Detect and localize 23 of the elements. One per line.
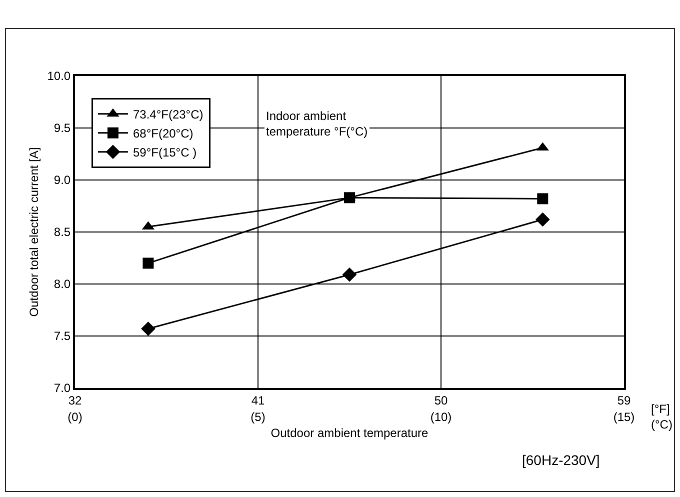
x2-tick-label: (5)	[250, 410, 266, 424]
y-tick-label: 8.0	[54, 277, 71, 292]
x-tick-label: 50	[434, 393, 448, 408]
y-tick-label: 10.0	[47, 69, 71, 84]
x2-tick-label: (15)	[613, 410, 635, 424]
legend-title: Indoor ambient temperature °F(°C)	[266, 109, 368, 139]
x-tick-label: 32	[68, 393, 82, 408]
y-tick-label: 9.5	[54, 121, 71, 136]
x-axis-title: Outdoor ambient temperature	[270, 426, 429, 440]
legend-label: 73.4°F(23°C)	[132, 108, 204, 122]
y-tick-label: 8.5	[54, 225, 71, 240]
text: [60Hz-230V]	[522, 452, 600, 468]
text: [°F] (°C)	[651, 402, 672, 432]
y-tick-label: 9.0	[54, 173, 71, 188]
y-axis-title: Outdoor total electric current [A]	[27, 147, 42, 317]
y-tick-label: 7.5	[54, 329, 71, 344]
legend-label: 59°F(15°C )	[132, 146, 197, 160]
legend-label: 68°F(20°C)	[132, 126, 194, 141]
x-tick-label: 59	[617, 393, 631, 408]
y-tick-label: 7.0	[54, 381, 71, 396]
x-tick-label: 41	[251, 393, 265, 408]
x2-tick-label: (0)	[68, 410, 82, 424]
x2-tick-label: (10)	[430, 410, 452, 424]
